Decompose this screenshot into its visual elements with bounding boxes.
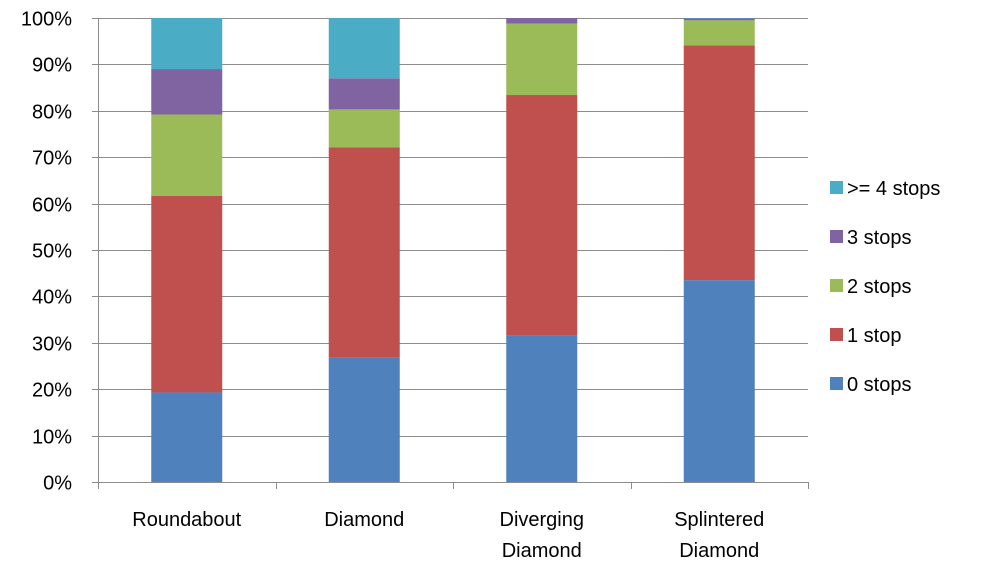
legend-swatch — [830, 230, 843, 243]
legend-swatch — [830, 181, 843, 194]
legend-label: 1 stop — [847, 325, 901, 347]
bar-segment — [506, 18, 577, 24]
y-tick-label: 20% — [32, 380, 72, 402]
legend: >= 4 stops 3 stops 2 stops 1 stop 0 stops — [830, 178, 940, 396]
bar-segment — [684, 18, 755, 20]
y-tick-label: 0% — [43, 473, 72, 495]
legend-swatch — [830, 279, 843, 292]
bar-segment — [329, 78, 400, 109]
bar-segment — [151, 392, 222, 482]
bar-segment — [684, 20, 755, 45]
legend-label: >= 4 stops — [847, 178, 940, 200]
bar-segment — [151, 18, 222, 69]
y-tick-label: 40% — [32, 287, 72, 309]
bar-segment — [329, 358, 400, 482]
bar-segment — [684, 280, 755, 482]
y-tick-label: 30% — [32, 334, 72, 356]
legend-swatch — [830, 328, 843, 341]
bar-segment — [329, 147, 400, 357]
y-tick-label: 90% — [32, 55, 72, 77]
bar-segment — [684, 45, 755, 280]
legend-swatch — [830, 377, 843, 390]
bar-segment — [329, 18, 400, 78]
bar-segment — [151, 196, 222, 393]
y-tick-label: 80% — [32, 102, 72, 124]
y-tick-label: 50% — [32, 241, 72, 263]
bar-segment — [506, 24, 577, 95]
legend-label: 3 stops — [847, 227, 911, 249]
bar-segment — [506, 95, 577, 335]
y-tick-label: 70% — [32, 148, 72, 170]
bar-segment — [506, 335, 577, 482]
legend-label: 2 stops — [847, 276, 911, 298]
bar-segment — [151, 69, 222, 114]
legend-label: 0 stops — [847, 374, 911, 396]
x-category-label: Roundabout — [132, 509, 241, 531]
y-tick-label: 100% — [21, 9, 72, 31]
x-category-label: Diamond — [324, 509, 404, 531]
y-tick-label: 60% — [32, 195, 72, 217]
y-tick-label: 10% — [32, 427, 72, 449]
bar-segment — [329, 109, 400, 147]
bar-segment — [151, 115, 222, 196]
